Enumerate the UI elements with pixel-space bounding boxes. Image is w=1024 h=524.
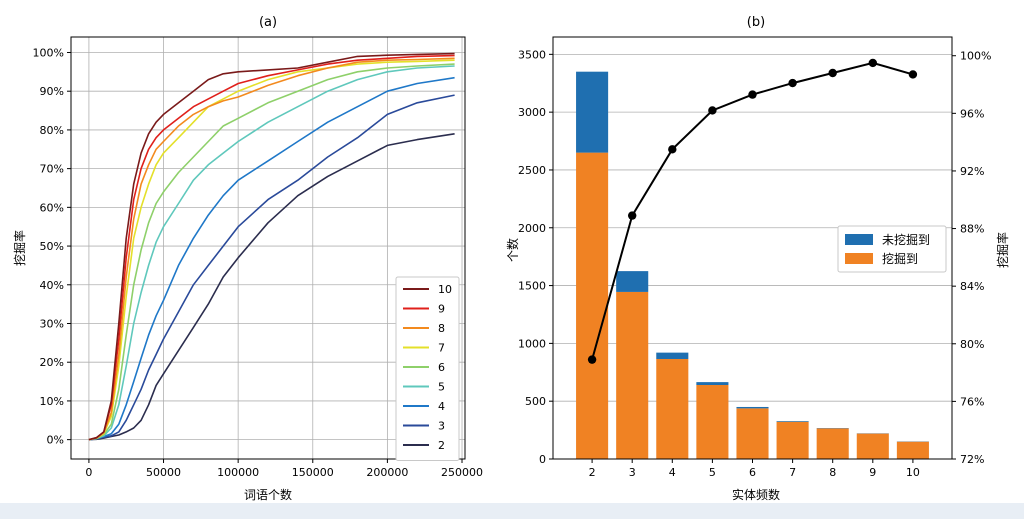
- bar-mined-5: [696, 385, 728, 459]
- x-tick-label-5: 5: [709, 466, 716, 479]
- x-tick-label-2: 2: [589, 466, 596, 479]
- y2-tick-label-0: 72%: [960, 453, 984, 466]
- y-tick-label-4: 2000: [518, 222, 546, 235]
- x-tick-label-3: 3: [629, 466, 636, 479]
- bar-unmined-6: [736, 407, 768, 408]
- y-tick-label-7: 3500: [518, 48, 546, 61]
- y-tick-label-3: 1500: [518, 280, 546, 293]
- y-tick-label-1: 500: [525, 395, 546, 408]
- legend-label-7: 7: [438, 342, 445, 355]
- y2-tick-label-1: 76%: [960, 395, 984, 408]
- y2-tick-label-2: 80%: [960, 338, 984, 351]
- x-tick-label-2: 100000: [217, 466, 259, 479]
- y2-tick-label-4: 88%: [960, 223, 984, 236]
- rate-point-10: [909, 70, 917, 78]
- bar-mined-4: [656, 359, 688, 459]
- bar-mined-3: [616, 292, 648, 459]
- bar-mined-6: [736, 408, 768, 459]
- rate-point-6: [748, 90, 756, 98]
- x-tick-label-9: 9: [869, 466, 876, 479]
- bar-mined-9: [857, 434, 889, 459]
- bar-unmined-3: [616, 271, 648, 292]
- legend-label-8: 8: [438, 322, 445, 335]
- y2-tick-label-5: 92%: [960, 165, 984, 178]
- panel-b-title: (b): [747, 15, 765, 30]
- rate-point-8: [829, 69, 837, 77]
- bar-mined-2: [576, 153, 608, 459]
- x-tick-label-10: 10: [906, 466, 920, 479]
- legend-label-2: 2: [438, 439, 445, 452]
- y-tick-label-4: 40%: [40, 279, 64, 292]
- panel-a-ylabel: 挖掘率: [12, 230, 27, 266]
- y-tick-label-7: 70%: [40, 163, 64, 176]
- legend-swatch-1: [845, 253, 873, 264]
- y-tick-label-6: 60%: [40, 201, 64, 214]
- bar-unmined-4: [656, 353, 688, 359]
- rate-point-7: [788, 79, 796, 87]
- x-tick-label-4: 4: [669, 466, 676, 479]
- y-tick-label-0: 0%: [47, 434, 64, 447]
- legend-label-9: 9: [438, 303, 445, 316]
- panel-b-xlabel: 实体频数: [732, 487, 780, 502]
- rate-point-5: [708, 106, 716, 114]
- y-tick-label-2: 20%: [40, 356, 64, 369]
- x-tick-label-4: 200000: [366, 466, 408, 479]
- bar-unmined-5: [696, 382, 728, 385]
- x-tick-label-5: 250000: [441, 466, 483, 479]
- bar-mined-10: [897, 442, 929, 459]
- y-tick-label-3: 30%: [40, 317, 64, 330]
- legend-label-1: 挖掘到: [882, 251, 918, 266]
- legend-label-0: 未挖掘到: [882, 232, 930, 247]
- legend-swatch-0: [845, 234, 873, 245]
- x-tick-label-6: 6: [749, 466, 756, 479]
- legend-label-4: 4: [438, 400, 445, 413]
- y-tick-label-9: 90%: [40, 85, 64, 98]
- bottom-strip: [0, 503, 1024, 519]
- bar-mined-8: [817, 428, 849, 459]
- bar-unmined-7: [777, 421, 809, 422]
- y-tick-label-0: 0: [539, 453, 546, 466]
- bar-mined-7: [777, 422, 809, 459]
- rate-point-3: [628, 211, 636, 219]
- x-tick-label-3: 150000: [292, 466, 334, 479]
- rate-point-4: [668, 145, 676, 153]
- y-tick-label-2: 1000: [518, 337, 546, 350]
- legend-box: [396, 277, 459, 461]
- y-tick-label-8: 80%: [40, 124, 64, 137]
- y2-tick-label-6: 96%: [960, 107, 984, 120]
- panel-b-y2label: 挖掘率: [995, 232, 1010, 268]
- panel-b-ylabel: 个数: [505, 238, 520, 262]
- y-tick-label-5: 50%: [40, 240, 64, 253]
- y2-tick-label-3: 84%: [960, 280, 984, 293]
- y-tick-label-10: 100%: [33, 46, 64, 59]
- legend-label-10: 10: [438, 283, 452, 296]
- panel-a-title: (a): [259, 15, 277, 30]
- bar-unmined-2: [576, 72, 608, 153]
- y-tick-label-5: 2500: [518, 164, 546, 177]
- legend-label-3: 3: [438, 420, 445, 433]
- y-tick-label-1: 10%: [40, 395, 64, 408]
- legend-label-6: 6: [438, 361, 445, 374]
- y2-tick-label-7: 100%: [960, 50, 991, 63]
- legend-label-5: 5: [438, 381, 445, 394]
- x-tick-label-1: 50000: [146, 466, 181, 479]
- x-tick-label-7: 7: [789, 466, 796, 479]
- rate-point-9: [869, 59, 877, 67]
- x-tick-label-0: 0: [85, 466, 92, 479]
- rate-point-2: [588, 355, 596, 363]
- x-tick-label-8: 8: [829, 466, 836, 479]
- y-tick-label-6: 3000: [518, 106, 546, 119]
- panel-a-xlabel: 词语个数: [244, 487, 292, 502]
